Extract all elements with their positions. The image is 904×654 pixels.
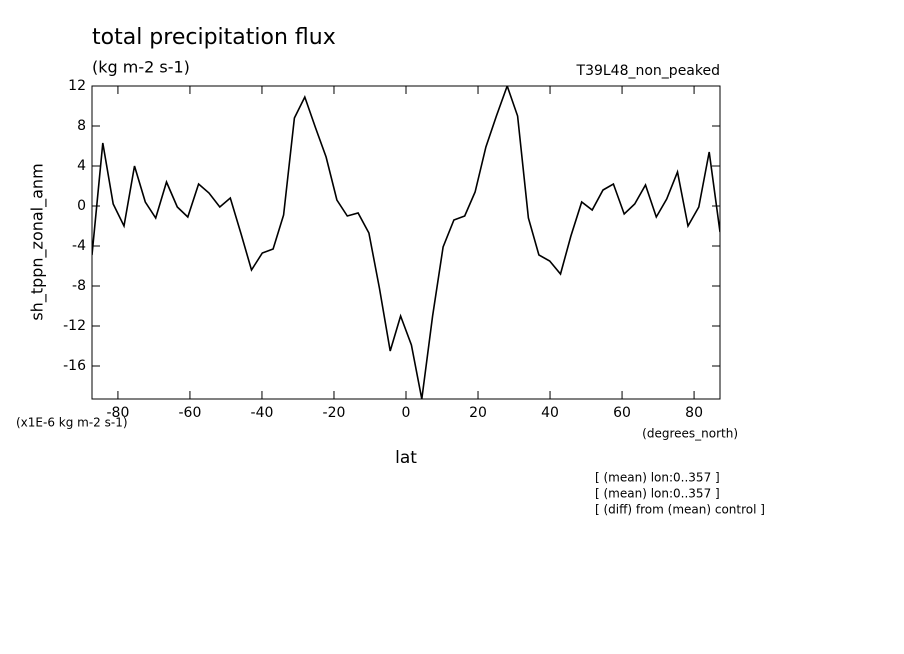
y-tick-label: -8 <box>72 278 86 294</box>
chart-title: total precipitation flux <box>92 25 336 50</box>
y-tick-label: 12 <box>68 78 86 94</box>
y-units: (x1E-6 kg m-2 s-1) <box>16 416 128 430</box>
y-tick-label: -16 <box>63 358 86 374</box>
x-tick-label: -60 <box>179 405 202 421</box>
y-axis-label: sh_tppn_zonal_anm <box>28 163 48 320</box>
note: [ (mean) lon:0..357 ] <box>595 471 720 485</box>
note: [ (mean) lon:0..357 ] <box>595 487 720 501</box>
y-tick-label: -4 <box>72 238 86 254</box>
x-tick-label: 40 <box>541 405 559 421</box>
x-tick-label: 80 <box>685 405 703 421</box>
y-tick-label: 4 <box>77 158 86 174</box>
y-tick-label: 0 <box>77 198 86 214</box>
x-tick-label: -80 <box>106 405 129 421</box>
x-axis-label: lat <box>395 448 417 468</box>
x-units: (degrees_north) <box>642 427 738 441</box>
y-tick-label: 8 <box>77 118 86 134</box>
plot-frame <box>91 85 721 400</box>
data-line <box>92 86 720 399</box>
x-tick-label: -20 <box>323 405 346 421</box>
subtitle: (kg m-2 s-1) <box>92 58 190 77</box>
dataset-label: T39L48_non_peaked <box>576 63 720 79</box>
note: [ (diff) from (mean) control ] <box>595 503 765 517</box>
y-tick-label: -12 <box>63 318 86 334</box>
x-tick-label: 0 <box>402 405 411 421</box>
x-tick-label: -40 <box>251 405 274 421</box>
x-tick-label: 20 <box>469 405 487 421</box>
x-tick-label: 60 <box>613 405 631 421</box>
